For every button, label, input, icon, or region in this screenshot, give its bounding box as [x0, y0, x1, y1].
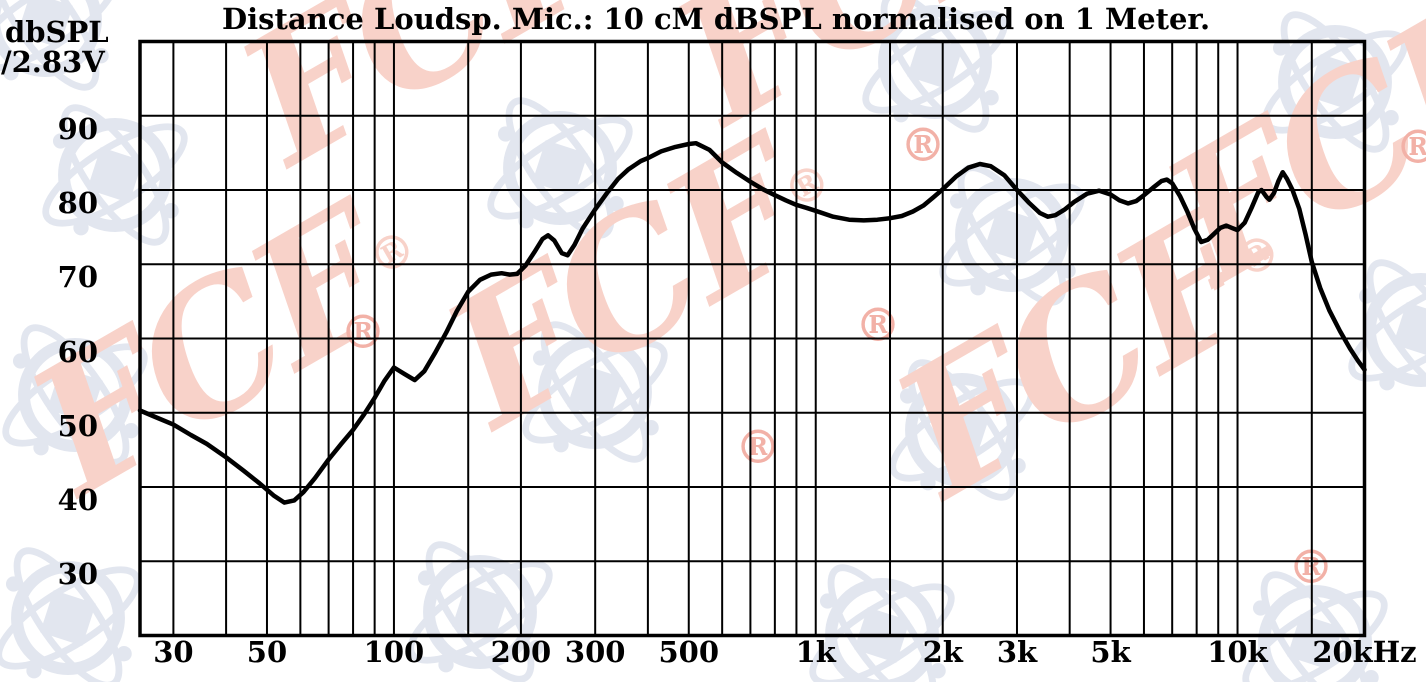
atom-orbit-icon: [1262, 11, 1408, 153]
registered-mark-icon: ®: [900, 118, 946, 172]
atom-orbit-icon: [889, 359, 1035, 501]
brand-atom-logo-icon: [0, 533, 153, 682]
y-tick-label-70: 70: [57, 260, 98, 295]
brand-atom-logo-icon: [0, 310, 160, 484]
x-tick-label-50: 50: [246, 635, 288, 669]
brand-atom-logo-icon: [30, 90, 200, 264]
y-tick-label-40: 40: [57, 483, 98, 517]
brand-atom-logo-icon: [850, 0, 1020, 151]
y-axis-unit-line1: dbSPL: [5, 15, 109, 49]
atom-orbit-icon: [1348, 259, 1426, 401]
brand-atom-logo-icon: [877, 345, 1047, 519]
x-tick-label-500: 500: [658, 635, 720, 669]
x-tick-label-2k: 2k: [922, 635, 963, 669]
x-tick-label-30: 30: [153, 635, 194, 669]
brand-atom-logo-icon: [1230, 557, 1400, 682]
atom-orbit-icon: [0, 0, 118, 91]
y-tick-label-60: 60: [57, 334, 98, 369]
brand-atom-logo-icon: [395, 527, 565, 682]
x-tick-label-1k: 1k: [795, 635, 836, 669]
x-tick-label-20kHz: 20kHz: [1312, 635, 1417, 669]
x-tick-label-200: 200: [490, 635, 552, 669]
atom-orbit-icon: [862, 0, 1008, 133]
y-tick-label-80: 80: [57, 186, 98, 220]
y-tick-label-50: 50: [57, 408, 98, 443]
atom-orbit-icon: [42, 104, 188, 246]
x-tick-label-300: 300: [564, 635, 626, 669]
y-tick-label-30: 30: [57, 557, 98, 592]
x-tick-label-3k: 3k: [996, 635, 1038, 669]
chart-title: Distance Loudsp. Mic.: 10 cM dBSPL norma…: [222, 2, 1211, 36]
x-tick-label-10k: 10k: [1207, 635, 1268, 669]
x-tick-label-100: 100: [363, 635, 425, 669]
x-tick-label-5k: 5k: [1090, 635, 1131, 669]
registered-mark-icon: ®: [735, 420, 781, 474]
y-axis-unit-line2: /2.83V: [1, 45, 105, 79]
atom-orbit-icon: [407, 541, 553, 682]
atom-orbit-icon: [487, 97, 633, 239]
brand-atom-logo-icon: [1336, 245, 1426, 419]
brand-atom-logo-icon: [475, 83, 645, 257]
response-curve: [137, 140, 1367, 505]
registered-mark-icon: ®: [1395, 120, 1426, 174]
registered-mark-icon: ®: [855, 298, 901, 352]
atom-orbit-icon: [2, 324, 148, 466]
brand-atom-logo-icon: [1250, 0, 1420, 171]
y-tick-label-90: 90: [57, 111, 98, 146]
brand-atom-logo-icon: [0, 0, 130, 109]
plot-border: [138, 39, 1367, 638]
atom-orbit-icon: [1242, 571, 1388, 682]
atom-orbit-icon: [0, 547, 141, 682]
registered-mark-icon: ®: [340, 305, 386, 359]
